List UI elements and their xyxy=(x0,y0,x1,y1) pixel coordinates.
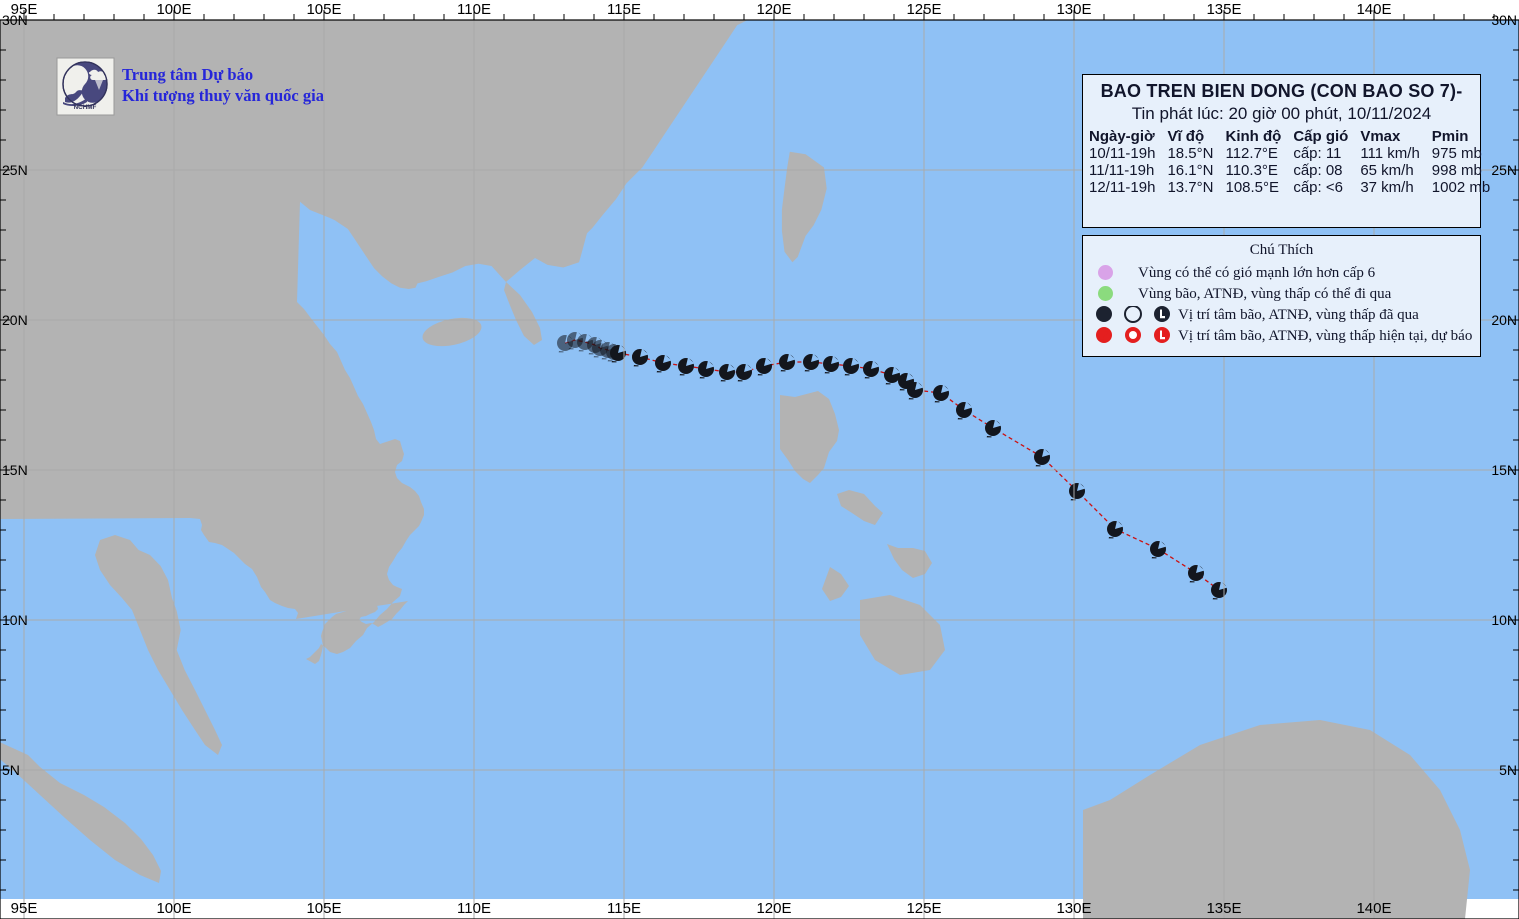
svg-text:110E: 110E xyxy=(457,1,491,18)
svg-text:15N: 15N xyxy=(1491,462,1517,478)
svg-text:95E: 95E xyxy=(11,900,38,917)
svg-text:20N: 20N xyxy=(1491,312,1517,328)
svg-text:130E: 130E xyxy=(1056,900,1091,917)
svg-text:25N: 25N xyxy=(2,162,28,178)
svg-text:110E: 110E xyxy=(457,900,491,917)
svg-text:Khí tượng thuỷ văn quốc gia: Khí tượng thuỷ văn quốc gia xyxy=(122,86,324,105)
svg-text:10N: 10N xyxy=(1491,612,1517,628)
svg-text:30N: 30N xyxy=(1491,12,1517,28)
svg-text:100E: 100E xyxy=(156,900,191,917)
svg-text:Trung tâm Dự báo: Trung tâm Dự báo xyxy=(122,65,253,84)
svg-text:115E: 115E xyxy=(607,900,641,917)
svg-text:130E: 130E xyxy=(1056,1,1091,18)
svg-text:135E: 135E xyxy=(1206,1,1241,18)
svg-text:140E: 140E xyxy=(1356,1,1391,18)
svg-text:120E: 120E xyxy=(756,1,791,18)
svg-text:15N: 15N xyxy=(2,462,28,478)
svg-text:105E: 105E xyxy=(306,1,341,18)
svg-text:125E: 125E xyxy=(906,900,941,917)
svg-text:100E: 100E xyxy=(156,1,191,18)
svg-text:125E: 125E xyxy=(906,1,941,18)
svg-text:105E: 105E xyxy=(306,900,341,917)
svg-text:135E: 135E xyxy=(1206,900,1241,917)
svg-text:115E: 115E xyxy=(607,1,641,18)
svg-text:120E: 120E xyxy=(756,900,791,917)
svg-text:5N: 5N xyxy=(2,762,20,778)
svg-text:30N: 30N xyxy=(2,12,28,28)
svg-text:5N: 5N xyxy=(1499,762,1517,778)
svg-text:NCHMF: NCHMF xyxy=(74,104,97,111)
svg-text:140E: 140E xyxy=(1356,900,1391,917)
svg-text:20N: 20N xyxy=(2,312,28,328)
svg-text:10N: 10N xyxy=(2,612,28,628)
